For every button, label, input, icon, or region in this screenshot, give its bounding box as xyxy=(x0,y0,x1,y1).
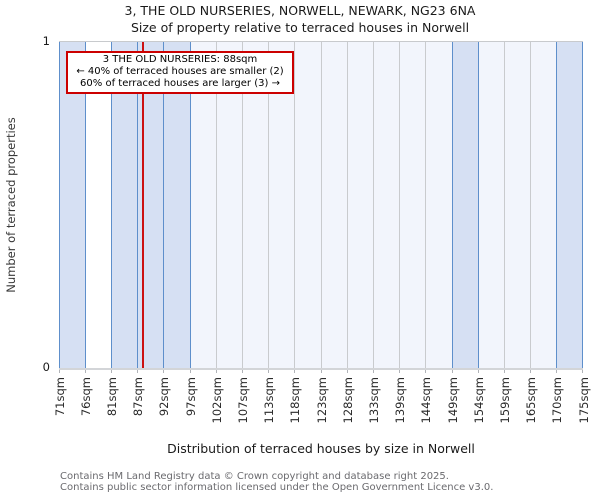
gridline xyxy=(372,42,374,368)
x-tick-mark xyxy=(425,370,427,373)
bar-edge-line xyxy=(137,42,139,368)
x-tick-mark xyxy=(189,370,191,373)
histogram-bin xyxy=(111,42,138,368)
footer-line-1: Contains HM Land Registry data © Crown c… xyxy=(60,471,449,482)
histogram-bin xyxy=(426,42,452,368)
x-tick-mark xyxy=(268,370,270,373)
x-tick-label: 123sqm xyxy=(314,377,329,424)
histogram-bin xyxy=(556,42,583,368)
x-tick-mark xyxy=(530,370,532,373)
x-tick-label: 128sqm xyxy=(340,377,355,424)
property-annotation-box: 3 THE OLD NURSERIES: 88sqm ← 40% of terr… xyxy=(66,51,294,94)
x-tick-label: 118sqm xyxy=(288,377,303,424)
x-axis-label: Distribution of terraced houses by size … xyxy=(167,441,475,456)
bar-edge-line xyxy=(189,42,191,368)
x-tick-label: 149sqm xyxy=(445,377,460,424)
bar-edge-line xyxy=(59,42,60,368)
gridline xyxy=(268,42,270,368)
bar-edge-line xyxy=(163,42,165,368)
x-tick-mark xyxy=(215,370,217,373)
histogram-bin xyxy=(163,42,190,368)
annotation-line-3: 60% of terraced houses are larger (3) → xyxy=(80,78,280,89)
histogram-bin xyxy=(531,42,557,368)
x-tick-label: 144sqm xyxy=(419,377,434,424)
attribution-footer: Contains HM Land Registry data © Crown c… xyxy=(60,471,493,493)
x-tick-label: 113sqm xyxy=(262,377,277,424)
histogram-bin xyxy=(347,42,373,368)
bar-edge-line xyxy=(556,42,558,368)
gridline xyxy=(425,42,427,368)
x-tick-label: 92sqm xyxy=(157,377,172,417)
x-tick-mark xyxy=(241,370,243,373)
x-tick-mark xyxy=(556,370,558,373)
x-tick-mark xyxy=(320,370,322,373)
y-tick-label-1: 1 xyxy=(42,34,50,48)
x-tick-mark xyxy=(59,370,60,373)
x-tick-mark xyxy=(503,370,505,373)
x-tick-mark xyxy=(451,370,453,373)
x-tick-mark xyxy=(399,370,401,373)
histogram-bin xyxy=(321,42,347,368)
bar-edge-line xyxy=(110,42,112,368)
x-tick-label: 154sqm xyxy=(471,377,486,424)
x-tick-label: 81sqm xyxy=(104,377,119,417)
x-tick-label: 175sqm xyxy=(576,377,591,424)
x-tick-mark xyxy=(163,370,165,373)
x-tick-label: 107sqm xyxy=(235,377,250,424)
annotation-line-2: ← 40% of terraced houses are smaller (2) xyxy=(76,66,284,77)
x-tick-mark xyxy=(477,370,479,373)
histogram-bin xyxy=(452,42,479,368)
x-tick-label: 87sqm xyxy=(131,377,146,417)
x-tick-label: 159sqm xyxy=(497,377,512,424)
histogram-bin xyxy=(85,42,112,368)
x-tick-label: 97sqm xyxy=(183,377,198,417)
bar-edge-line xyxy=(451,42,453,368)
x-tick-mark xyxy=(372,370,374,373)
x-tick-label: 165sqm xyxy=(524,377,539,424)
bar-edge-line xyxy=(477,42,479,368)
gridline xyxy=(294,42,296,368)
x-tick-mark xyxy=(294,370,296,373)
chart-subtitle: Size of property relative to terraced ho… xyxy=(130,20,470,35)
property-size-marker-line xyxy=(141,42,144,368)
x-tick-label: 139sqm xyxy=(393,377,408,424)
x-tick-mark xyxy=(84,370,86,373)
bar-edge-line xyxy=(582,42,583,368)
gridline xyxy=(320,42,322,368)
histogram-bin xyxy=(504,42,530,368)
histogram-bin xyxy=(59,42,86,368)
x-tick-label: 102sqm xyxy=(209,377,224,424)
gridline xyxy=(399,42,401,368)
x-tick-label: 170sqm xyxy=(550,377,565,424)
x-tick-label: 76sqm xyxy=(78,377,93,417)
histogram-bin xyxy=(478,42,504,368)
x-tick-label: 71sqm xyxy=(52,377,67,417)
bar-edge-line xyxy=(84,42,86,368)
gridline xyxy=(215,42,217,368)
gridline xyxy=(530,42,532,368)
x-tick-mark xyxy=(137,370,139,373)
gridline xyxy=(346,42,348,368)
footer-line-2: Contains public sector information licen… xyxy=(60,482,494,493)
x-tick-label: 133sqm xyxy=(366,377,381,424)
annotation-line-1: 3 THE OLD NURSERIES: 88sqm xyxy=(102,54,258,65)
x-tick-mark xyxy=(110,370,112,373)
y-tick-label-0: 0 xyxy=(42,360,50,374)
histogram-bin xyxy=(295,42,321,368)
histogram-bin xyxy=(373,42,399,368)
x-tick-mark xyxy=(582,370,583,373)
gridline xyxy=(241,42,243,368)
histogram-bin xyxy=(400,42,426,368)
plot-area: 3 THE OLD NURSERIES: 88sqm ← 40% of terr… xyxy=(59,41,583,373)
y-axis-label: Number of terraced properties xyxy=(4,117,18,293)
gridline xyxy=(503,42,505,368)
chart-title: 3, THE OLD NURSERIES, NORWELL, NEWARK, N… xyxy=(124,3,476,18)
x-tick-mark xyxy=(346,370,348,373)
